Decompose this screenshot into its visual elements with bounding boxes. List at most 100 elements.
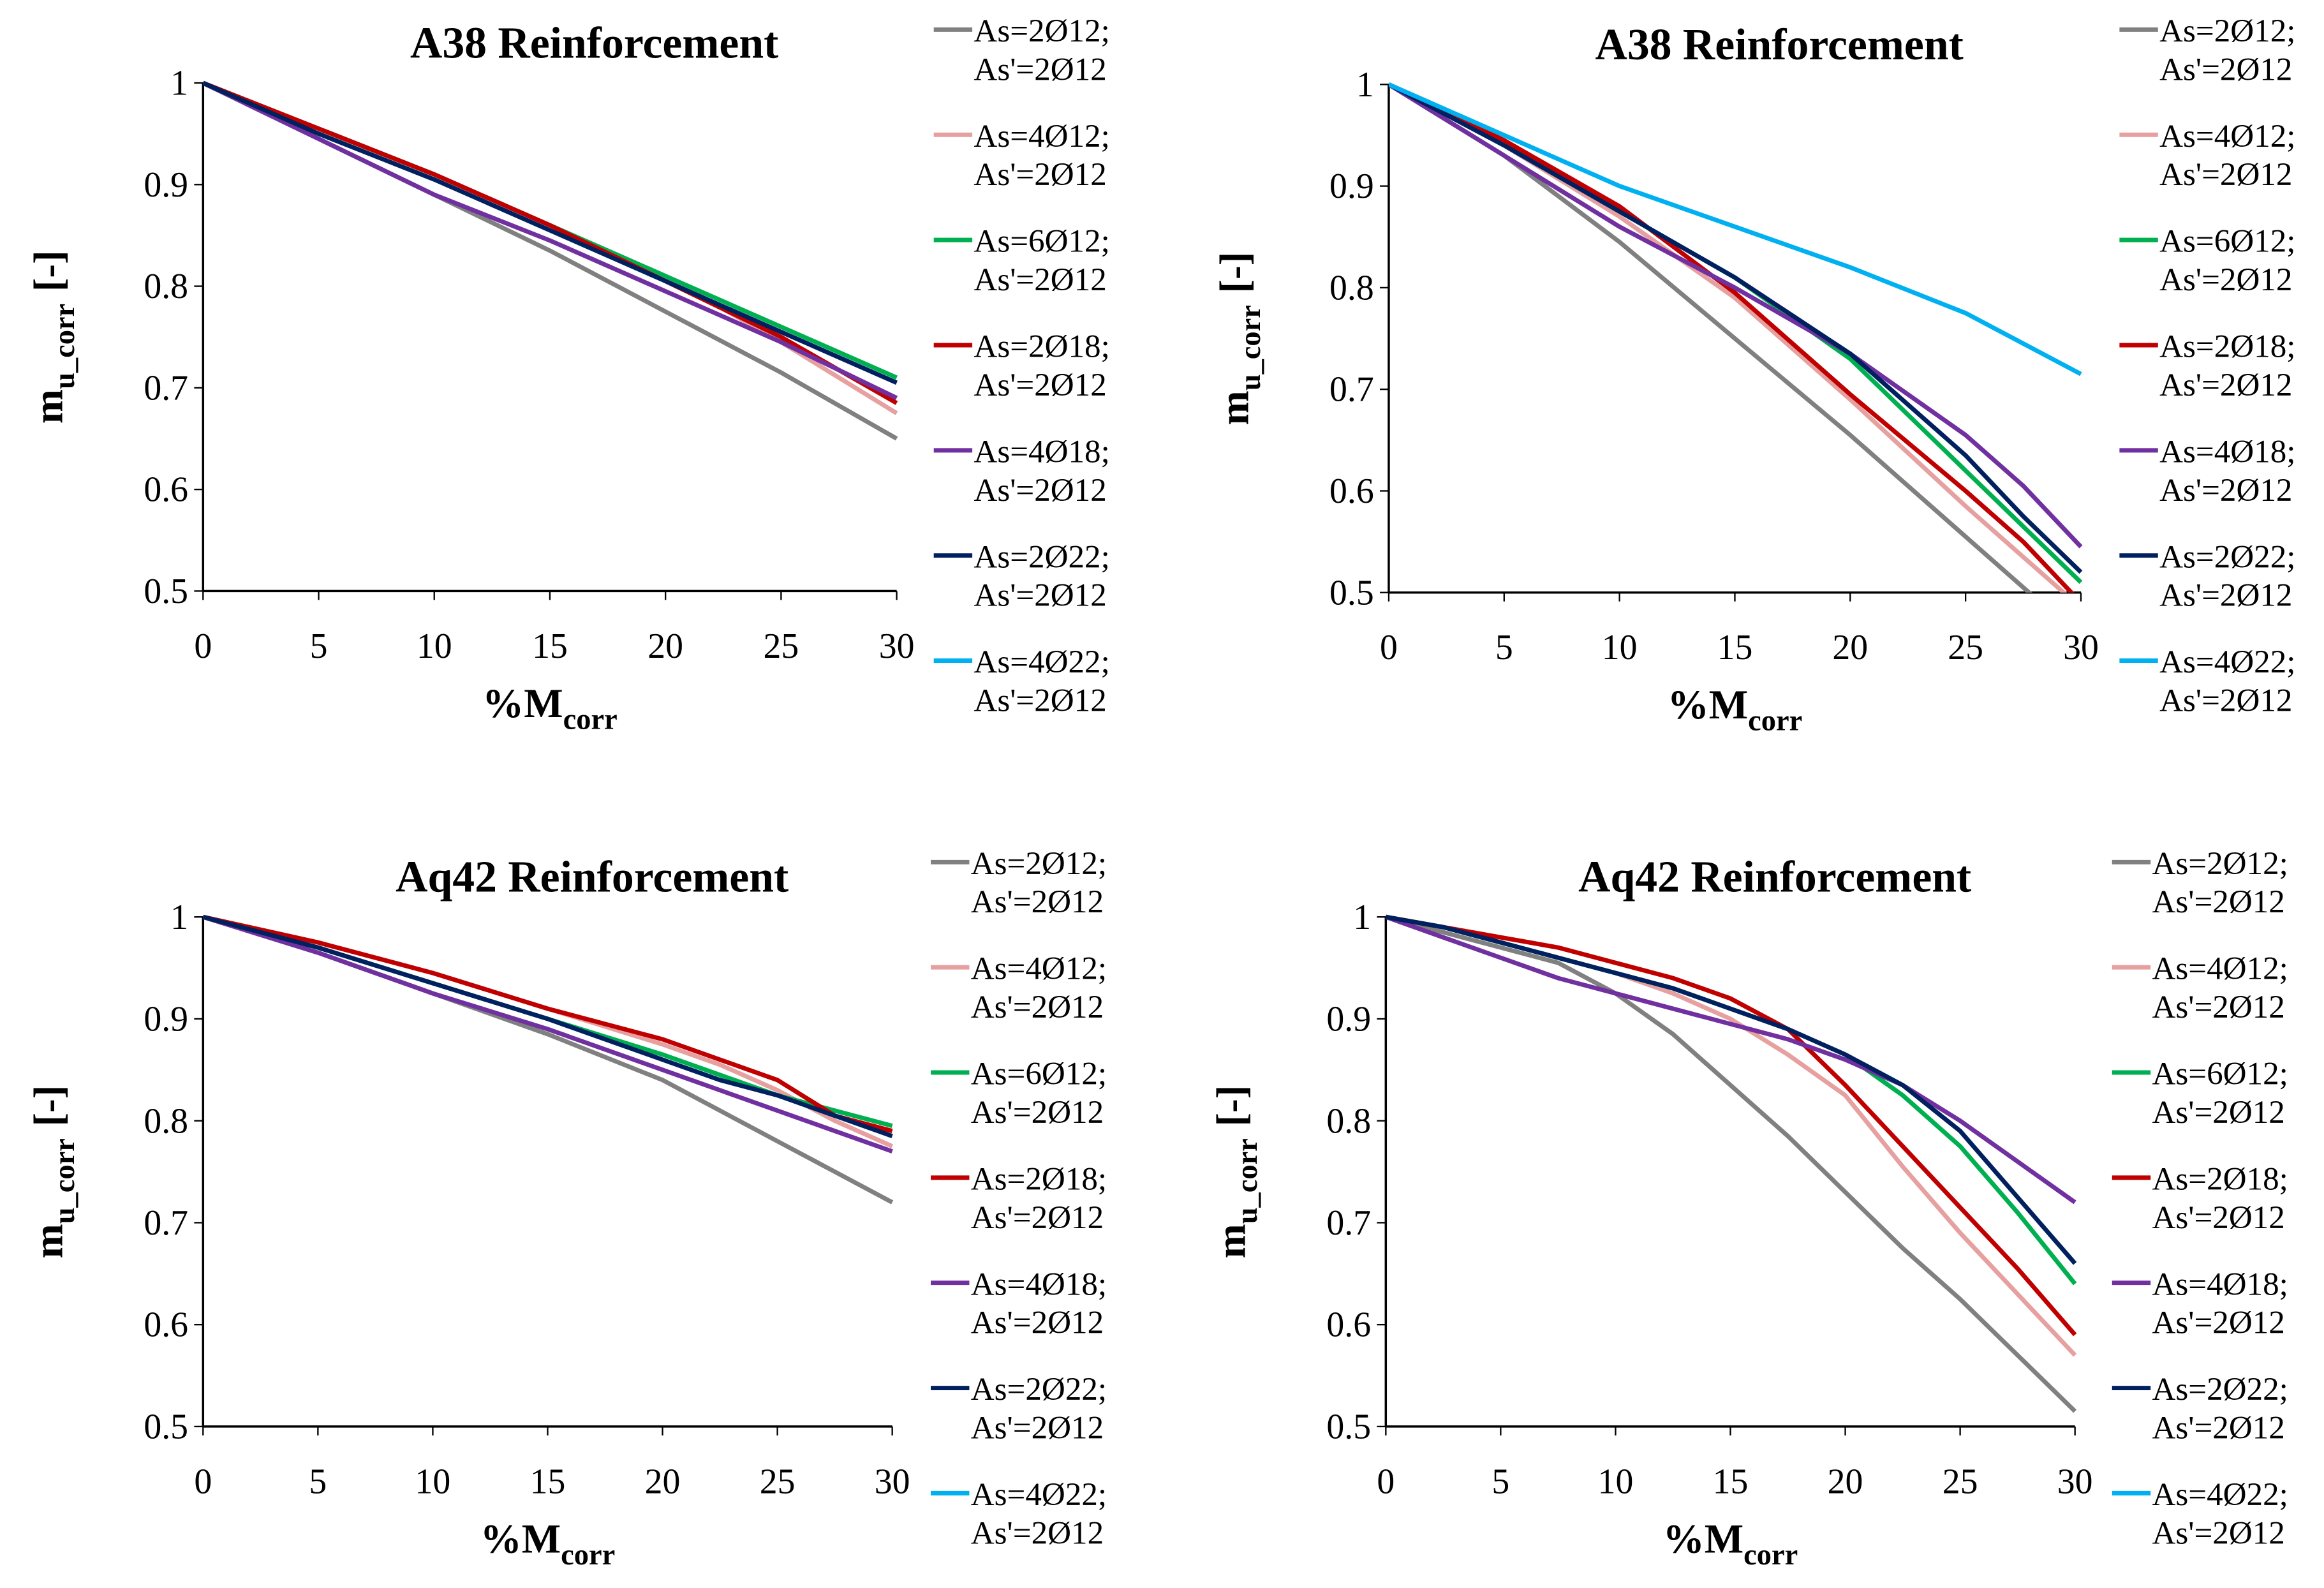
- series-line: [203, 80, 898, 405]
- y-axis-label-sub: u_corr: [1231, 1138, 1264, 1224]
- y-axis-label-suffix: [-]: [1209, 1085, 1255, 1127]
- x-tick-label: 10: [1602, 628, 1638, 667]
- y-tick-label: 1: [1353, 898, 1371, 937]
- x-tick-label: 10: [1598, 1462, 1634, 1501]
- y-axis-label-main: m: [1211, 390, 1257, 425]
- series-line: [1386, 914, 2077, 1413]
- x-tick-label: 15: [530, 1462, 566, 1501]
- x-axis-label-main: %M: [482, 681, 563, 727]
- y-axis-label-sub: u_corr: [48, 1138, 81, 1224]
- legend-label: As=4Ø12; As'=2Ø12: [2159, 118, 2295, 193]
- legend-label: As=2Ø18; As'=2Ø12: [2152, 1161, 2288, 1235]
- legend-label: As=2Ø22; As'=2Ø12: [971, 1371, 1107, 1446]
- y-tick-label: 0.8: [1329, 268, 1374, 308]
- x-tick-label: 5: [1495, 628, 1513, 667]
- x-axis-label: %Mcorr: [480, 1516, 616, 1571]
- series-line: [203, 80, 898, 441]
- x-tick-label: 15: [1713, 1462, 1749, 1501]
- plot-area: [1388, 82, 2083, 593]
- series-line: [203, 80, 898, 400]
- legend-label: As=4Ø22; As'=2Ø12: [973, 644, 1109, 718]
- x-tick-label: 0: [194, 627, 212, 666]
- y-axis-label: mu_corr [-]: [1209, 1085, 1264, 1259]
- plot-area: [1386, 914, 2077, 1413]
- y-tick-label: 0.5: [144, 572, 188, 611]
- x-tick-label: 30: [2063, 628, 2099, 667]
- y-tick-label: 0.5: [1329, 573, 1374, 612]
- legend-label: As=4Ø18; As'=2Ø12: [2159, 433, 2295, 508]
- legend-label: As=4Ø18; As'=2Ø12: [973, 433, 1109, 508]
- x-tick-label: 25: [1948, 628, 1983, 667]
- y-tick-label: 1: [1356, 65, 1374, 105]
- y-tick-label: 0.9: [144, 1000, 188, 1039]
- y-tick-label: 0.8: [1326, 1101, 1371, 1141]
- y-tick-label: 0.9: [144, 165, 188, 205]
- y-tick-label: 0.6: [1329, 471, 1374, 511]
- y-tick-label: 0.7: [1326, 1203, 1371, 1243]
- y-tick-label: 0.8: [144, 1101, 188, 1141]
- y-tick-label: 0.6: [144, 470, 188, 510]
- x-tick-label: 20: [648, 627, 683, 666]
- series-line: [1388, 82, 2032, 593]
- legend-label: As=6Ø12; As'=2Ø12: [2159, 223, 2295, 298]
- x-tick-label: 20: [645, 1462, 681, 1501]
- y-axis-label-main: m: [1209, 1224, 1255, 1258]
- y-tick-label: 0.6: [1326, 1305, 1371, 1345]
- y-tick-label: 0.5: [144, 1407, 188, 1447]
- x-tick-label: 20: [1832, 628, 1868, 667]
- series-line: [203, 914, 893, 1138]
- x-axis-label-sub: corr: [561, 1539, 615, 1571]
- x-axis-label-main: %M: [1663, 1516, 1743, 1562]
- legend-label: As=6Ø12; As'=2Ø12: [2152, 1056, 2288, 1131]
- legend-label: As=4Ø22; As'=2Ø12: [971, 1476, 1107, 1551]
- y-axis-label-suffix: [-]: [26, 250, 72, 292]
- plot-area: [203, 80, 898, 441]
- legend-label: As=4Ø22; As'=2Ø12: [2152, 1476, 2288, 1551]
- x-axis-label-sub: corr: [1748, 705, 1802, 738]
- legend-label: As=4Ø22; As'=2Ø12: [2159, 644, 2295, 718]
- legend-label: As=2Ø22; As'=2Ø12: [2152, 1371, 2288, 1446]
- y-tick-label: 0.6: [144, 1305, 188, 1345]
- x-axis-label-sub: corr: [563, 703, 618, 736]
- y-axis-label: mu_corr [-]: [26, 1085, 82, 1259]
- x-tick-label: 10: [417, 627, 452, 666]
- x-tick-label: 25: [760, 1462, 796, 1501]
- legend-label: As=2Ø12; As'=2Ø12: [973, 13, 1109, 87]
- series-line: [1386, 914, 2077, 1337]
- x-tick-label: 0: [1380, 628, 1398, 667]
- y-tick-label: 0.8: [144, 267, 188, 306]
- x-axis-label: %Mcorr: [1668, 682, 1803, 738]
- y-tick-label: 0.7: [144, 1203, 188, 1243]
- x-axis-label: %Mcorr: [1663, 1516, 1798, 1571]
- legend-label: As=6Ø12; As'=2Ø12: [973, 223, 1109, 298]
- x-tick-label: 30: [875, 1462, 910, 1501]
- legend-label: As=2Ø22; As'=2Ø12: [973, 538, 1109, 613]
- x-tick-label: 10: [415, 1462, 451, 1501]
- plot-area: [203, 914, 894, 1205]
- legend-label: As=4Ø12; As'=2Ø12: [973, 118, 1109, 193]
- x-tick-label: 0: [1377, 1462, 1395, 1501]
- x-tick-label: 5: [1491, 1462, 1509, 1501]
- series-line: [203, 914, 893, 1134]
- chart-title: Aq42 Reinforcement: [396, 853, 788, 902]
- x-tick-label: 25: [1943, 1462, 1978, 1501]
- x-tick-label: 30: [2057, 1462, 2093, 1501]
- series-line: [1388, 82, 2075, 593]
- legend-label: As=2Ø12; As'=2Ø12: [971, 845, 1107, 920]
- x-tick-label: 20: [1828, 1462, 1863, 1501]
- chart-title: A38 Reinforcement: [1595, 20, 1964, 70]
- y-tick-label: 0.7: [144, 368, 188, 408]
- series-line: [1386, 914, 2077, 1265]
- y-tick-label: 0.7: [1329, 370, 1374, 410]
- x-tick-label: 5: [310, 627, 328, 666]
- legend-label: As=4Ø18; As'=2Ø12: [971, 1266, 1107, 1340]
- chart-title: Aq42 Reinforcement: [1578, 853, 1971, 902]
- y-axis-label-sub: u_corr: [1234, 305, 1267, 390]
- legend-label: As=2Ø18; As'=2Ø12: [971, 1161, 1107, 1235]
- series-line: [203, 914, 894, 1205]
- y-axis-label-sub: u_corr: [48, 304, 81, 389]
- series-line: [1388, 82, 2082, 376]
- x-tick-label: 15: [1717, 628, 1753, 667]
